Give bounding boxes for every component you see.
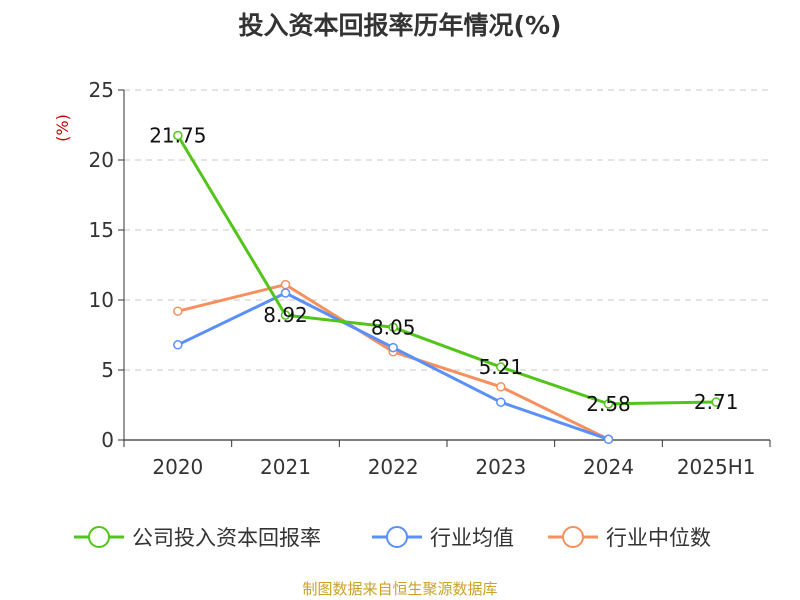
x-tick-label: 2024 — [583, 455, 634, 479]
data-point — [711, 397, 721, 407]
data-point — [173, 340, 183, 350]
data-point — [603, 434, 614, 445]
y-axis-label: (%) — [53, 114, 72, 142]
y-tick-label: 0 — [101, 428, 114, 452]
series-lines — [173, 130, 721, 445]
legend-marker — [88, 526, 110, 548]
data-point — [280, 310, 291, 320]
y-tick-label: 10 — [89, 288, 114, 312]
y-tick-label: 15 — [89, 218, 114, 242]
legend-label: 公司投入资本回报率 — [132, 526, 321, 550]
data-point — [496, 382, 506, 392]
data-label: 5.21 — [479, 355, 524, 379]
axes: 0 5 10 15 20 25 2020 2021 2022 2023 2024 2025H1 — [89, 78, 771, 479]
legend-marker — [562, 526, 584, 548]
data-point — [496, 397, 506, 407]
x-tick-label: 2020 — [152, 455, 203, 479]
y-tick-label: 5 — [101, 358, 114, 382]
data-point — [173, 306, 183, 316]
data-point — [496, 362, 506, 372]
data-point — [280, 288, 291, 298]
data-point — [388, 342, 398, 353]
data-point — [603, 399, 614, 409]
legend-label: 行业均值 — [430, 526, 514, 550]
data-label: 2.58 — [586, 392, 631, 416]
source-note: 制图数据来自恒生聚源数据库 — [302, 580, 498, 598]
y-tick-label: 20 — [89, 148, 114, 172]
data-label: 8.05 — [371, 315, 416, 339]
data-label: 8.92 — [263, 303, 308, 327]
data-point — [173, 130, 183, 141]
data-labels: 21.75 8.92 8.05 5.21 2.58 2.71 — [149, 124, 738, 416]
data-point — [280, 279, 291, 290]
data-label: 2.71 — [694, 390, 739, 414]
x-tick-label: 2021 — [260, 455, 311, 479]
chart-title: 投入资本回报率历年情况(%) — [238, 11, 562, 40]
legend-marker — [386, 526, 408, 548]
series-line — [176, 134, 717, 406]
x-tick-label: 2025H1 — [677, 455, 756, 479]
y-tick-label: 25 — [89, 78, 114, 102]
data-point — [388, 322, 398, 333]
x-tick-label: 2023 — [475, 455, 526, 479]
x-tick-label: 2022 — [368, 455, 419, 479]
data-label: 21.75 — [149, 124, 206, 148]
legend: 公司投入资本回报率 行业均值 行业中位数 — [74, 526, 711, 550]
grid-lines — [124, 89, 770, 371]
legend-label: 行业中位数 — [606, 526, 711, 550]
